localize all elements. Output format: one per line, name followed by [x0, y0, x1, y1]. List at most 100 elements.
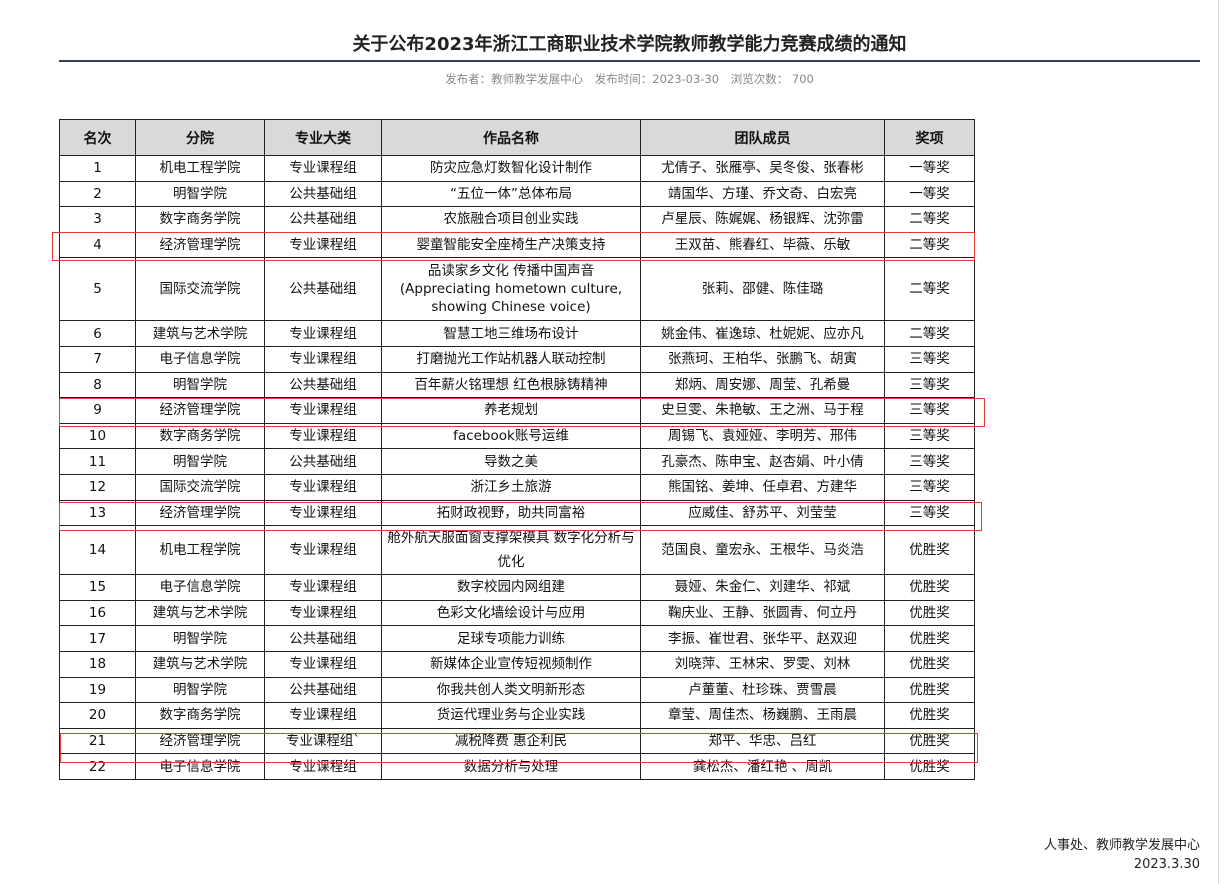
cell-category: 公共基础组 — [264, 448, 382, 475]
cell-category: 专业课程组 — [264, 650, 382, 678]
cell-work-title: 智慧工地三维场布设计 — [381, 320, 641, 347]
cell-work-title: 足球专项能力训练 — [381, 625, 641, 652]
table-row: 3 数字商务学院 公共基础组 农旅融合项目创业实践 卢星辰、陈娓娓、杨银辉、沈弥雷 二等奖 — [59, 206, 975, 233]
cell-team-members: 章莹、周佳杰、杨巍鹏、王雨晨 — [640, 702, 885, 729]
title-divider — [59, 60, 1200, 62]
cell-work-title: “五位一体”总体布局 — [381, 180, 641, 208]
cell-award: 二等奖 — [884, 231, 975, 259]
cell-rank: 22 — [59, 753, 136, 780]
table-row: 13 经济管理学院 专业课程组 拓财政视野，助共同富裕 应威佳、舒苏平、刘莹莹 三等奖 — [59, 499, 975, 527]
cell-award: 优胜奖 — [884, 599, 975, 627]
cell-college: 经济管理学院 — [135, 397, 265, 424]
cell-team-members: 李振、崔世君、张华平、赵双迎 — [640, 625, 885, 652]
cell-rank: 8 — [59, 371, 136, 399]
cell-team-members: 聂娅、朱金仁、刘建华、祁斌 — [640, 574, 885, 601]
cell-college: 电子信息学院 — [135, 753, 265, 780]
cell-team-members: 郑平、华忠、吕红 — [640, 727, 885, 755]
cell-rank: 7 — [59, 345, 136, 373]
cell-award: 三等奖 — [884, 371, 975, 399]
cell-work-title: 新媒体企业宣传短视频制作 — [381, 650, 641, 678]
cell-award: 优胜奖 — [884, 676, 975, 704]
table-row: 8 明智学院 公共基础组 百年薪火铭理想 红色根脉铸精神 郑炳、周安娜、周莹、孔希曼 三等… — [59, 371, 975, 399]
cell-category: 公共基础组 — [264, 206, 382, 233]
view-count: 浏览次数： 700 — [730, 72, 814, 86]
cell-work-title: 百年薪火铭理想 红色根脉铸精神 — [381, 371, 641, 399]
cell-work-title: 养老规划 — [381, 397, 641, 424]
header-college: 分院 — [135, 119, 265, 156]
cell-category: 公共基础组 — [264, 676, 382, 704]
cell-category: 公共基础组 — [264, 371, 382, 399]
publish-time: 发布时间：2023-03-30 — [594, 72, 720, 86]
cell-team-members: 熊国铭、姜坤、任卓君、方建华 — [640, 473, 885, 501]
cell-team-members: 靖国华、方瑾、乔文奇、白宏亮 — [640, 180, 885, 208]
cell-work-title: 舱外航天服面窗支撑架模具 数字化分析与优化 — [381, 525, 641, 576]
cell-award: 三等奖 — [884, 473, 975, 501]
cell-team-members: 史旦雯、朱艳敏、王之洲、马于程 — [640, 397, 885, 424]
table-row: 20 数字商务学院 专业课程组 货运代理业务与企业实践 章莹、周佳杰、杨巍鹏、王雨晨 优胜… — [59, 702, 975, 729]
table-row: 2 明智学院 公共基础组 “五位一体”总体布局 靖国华、方瑾、乔文奇、白宏亮 一等奖 — [59, 180, 975, 208]
cell-category: 专业课程组 — [264, 574, 382, 601]
cell-category: 专业课程组 — [264, 702, 382, 729]
table-row: 17 明智学院 公共基础组 足球专项能力训练 李振、崔世君、张华平、赵双迎 优胜奖 — [59, 625, 975, 652]
cell-college: 明智学院 — [135, 448, 265, 475]
cell-team-members: 范国良、童宏永、王根华、马炎浩 — [640, 525, 885, 576]
cell-category: 专业课程组 — [264, 320, 382, 347]
cell-rank: 4 — [59, 231, 136, 259]
cell-rank: 10 — [59, 422, 136, 450]
cell-college: 机电工程学院 — [135, 155, 265, 182]
cell-rank: 1 — [59, 155, 136, 182]
table-header-row: 名次 分院 专业大类 作品名称 团队成员 奖项 — [59, 119, 975, 156]
cell-award: 三等奖 — [884, 345, 975, 373]
cell-award: 三等奖 — [884, 499, 975, 527]
table-row: 5 国际交流学院 公共基础组 品读家乡文化 传播中国声音 (Appreciating … — [59, 257, 975, 322]
cell-college: 电子信息学院 — [135, 574, 265, 601]
cell-college: 经济管理学院 — [135, 727, 265, 755]
cell-category: 专业课程组 — [264, 525, 382, 576]
cell-team-members: 卢董董、杜珍珠、贾雪晨 — [640, 676, 885, 704]
cell-rank: 16 — [59, 599, 136, 627]
table-row: 9 经济管理学院 专业课程组 养老规划 史旦雯、朱艳敏、王之洲、马于程 三等奖 — [59, 397, 975, 424]
cell-college: 国际交流学院 — [135, 257, 265, 322]
cell-team-members: 张燕珂、王柏华、张鹏飞、胡寅 — [640, 345, 885, 373]
cell-work-title: 数字校园内网组建 — [381, 574, 641, 601]
cell-category: 专业课程组 — [264, 499, 382, 527]
cell-work-title: 减税降费 惠企利民 — [381, 727, 641, 755]
cell-rank: 11 — [59, 448, 136, 475]
cell-work-title: 色彩文化墙绘设计与应用 — [381, 599, 641, 627]
cell-rank: 19 — [59, 676, 136, 704]
cell-college: 明智学院 — [135, 625, 265, 652]
cell-category: 专业课程组` — [264, 727, 382, 755]
cell-work-title: 防灾应急灯数智化设计制作 — [381, 155, 641, 182]
table-row: 1 机电工程学院 专业课程组 防灾应急灯数智化设计制作 尤倩子、张雁亭、吴冬俊、张春彬一… — [59, 155, 975, 182]
cell-category: 公共基础组 — [264, 625, 382, 652]
table-row: 10 数字商务学院 专业课程组 facebook账号运维 周锡飞、袁娅娅、李明芳、邢伟三… — [59, 422, 975, 450]
cell-rank: 18 — [59, 650, 136, 678]
cell-college: 数字商务学院 — [135, 422, 265, 450]
table-row: 18 建筑与艺术学院 专业课程组 新媒体企业宣传短视频制作 刘晓萍、王林宋、罗雯、刘林优… — [59, 650, 975, 678]
cell-team-members: 鞠庆业、王静、张圆青、何立丹 — [640, 599, 885, 627]
cell-category: 专业课程组 — [264, 599, 382, 627]
cell-college: 经济管理学院 — [135, 499, 265, 527]
results-table: 名次 分院 专业大类 作品名称 团队成员 奖项 1 机电工程学院 专业课程组 防灾应急灯数智化设… — [59, 119, 975, 780]
cell-college: 明智学院 — [135, 180, 265, 208]
table-row: 7 电子信息学院 专业课程组 打磨抛光工作站机器人联动控制 张燕珂、王柏华、张鹏飞、胡寅… — [59, 345, 975, 373]
table-row: 21 经济管理学院 专业课程组` 减税降费 惠企利民 郑平、华忠、吕红 优胜奖 — [59, 727, 975, 755]
cell-category: 专业课程组 — [264, 345, 382, 373]
cell-team-members: 应威佳、舒苏平、刘莹莹 — [640, 499, 885, 527]
cell-team-members: 王双苗、熊春红、毕薇、乐敏 — [640, 231, 885, 259]
cell-work-title: 婴童智能安全座椅生产决策支持 — [381, 231, 641, 259]
cell-rank: 17 — [59, 625, 136, 652]
cell-category: 专业课程组 — [264, 753, 382, 780]
table-row: 19 明智学院 公共基础组 你我共创人类文明新形态 卢董董、杜珍珠、贾雪晨 优胜奖 — [59, 676, 975, 704]
scrollbar-track[interactable] — [1218, 0, 1219, 884]
cell-award: 优胜奖 — [884, 525, 975, 576]
cell-rank: 21 — [59, 727, 136, 755]
cell-work-title: 数据分析与处理 — [381, 753, 641, 780]
cell-category: 公共基础组 — [264, 180, 382, 208]
table-row: 11 明智学院 公共基础组 导数之美 孔豪杰、陈申宝、赵杏娟、叶小倩 三等奖 — [59, 448, 975, 475]
cell-college: 国际交流学院 — [135, 473, 265, 501]
cell-college: 电子信息学院 — [135, 345, 265, 373]
cell-award: 优胜奖 — [884, 727, 975, 755]
cell-team-members: 龚松杰、潘红艳 、周凯 — [640, 753, 885, 780]
cell-rank: 20 — [59, 702, 136, 729]
